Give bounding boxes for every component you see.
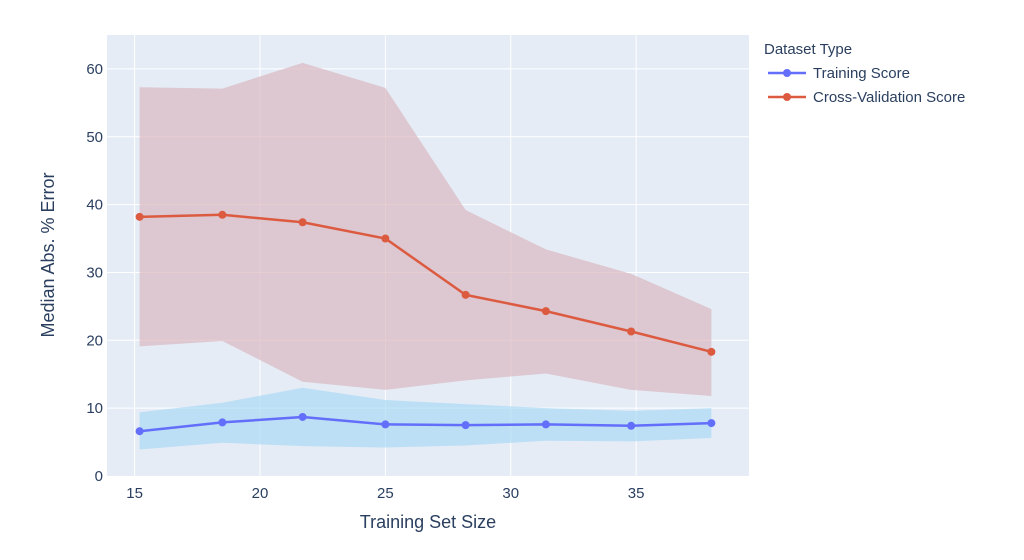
legend-marker-training: [783, 69, 791, 77]
y-tick-label: 0: [95, 468, 103, 485]
cross-validation-score-line: [139, 213, 712, 354]
training-score-band: [139, 387, 712, 450]
x-tick-label: 20: [252, 485, 269, 502]
series-lines: [139, 213, 712, 433]
cross-validation-score-point: [135, 212, 144, 221]
x-tick-label: 15: [126, 485, 143, 502]
cross-validation-score-point: [218, 210, 227, 219]
training-score-point: [541, 420, 550, 429]
data-points: [135, 210, 716, 436]
x-tick-label: 35: [628, 485, 645, 502]
x-axis-ticks: 15 20 25 30 35: [126, 485, 644, 502]
cross-validation-score-band: [139, 62, 712, 396]
training-score-point: [461, 421, 470, 430]
training-score-point: [707, 419, 716, 428]
legend-item-training[interactable]: Training Score: [768, 65, 910, 82]
legend-label-cross-validation: Cross-Validation Score: [813, 89, 965, 106]
training-score-point: [135, 427, 144, 436]
y-axis-title: Median Abs. % Error: [38, 172, 58, 337]
training-score-point: [298, 412, 307, 421]
cross-validation-score-point: [541, 307, 550, 316]
legend-label-training: Training Score: [813, 65, 910, 82]
cross-validation-score-point: [298, 218, 307, 227]
cross-validation-score-point: [461, 290, 470, 299]
y-tick-label: 60: [86, 61, 103, 78]
training-score-point: [627, 421, 636, 430]
legend-item-cross-validation[interactable]: Cross-Validation Score: [768, 89, 965, 106]
error-bands: [139, 62, 712, 450]
x-tick-label: 25: [377, 485, 394, 502]
legend-title: Dataset Type: [764, 41, 852, 58]
y-tick-label: 50: [86, 129, 103, 146]
legend-marker-cross-validation: [783, 93, 791, 101]
y-tick-label: 30: [86, 264, 103, 281]
y-tick-label: 40: [86, 197, 103, 214]
cross-validation-score-point: [627, 327, 636, 336]
x-axis-title: Training Set Size: [360, 512, 496, 532]
y-axis-ticks: 0 10 20 30 40 50 60: [86, 61, 103, 485]
y-tick-label: 10: [86, 400, 103, 417]
legend: Dataset Type Training Score Cross-Valida…: [764, 41, 965, 106]
cross-validation-score-point: [381, 234, 390, 243]
training-score-line: [139, 415, 712, 433]
y-tick-label: 20: [86, 332, 103, 349]
cross-validation-score-point: [707, 347, 716, 356]
training-score-point: [218, 418, 227, 427]
x-tick-label: 30: [502, 485, 519, 502]
training-score-point: [381, 420, 390, 429]
